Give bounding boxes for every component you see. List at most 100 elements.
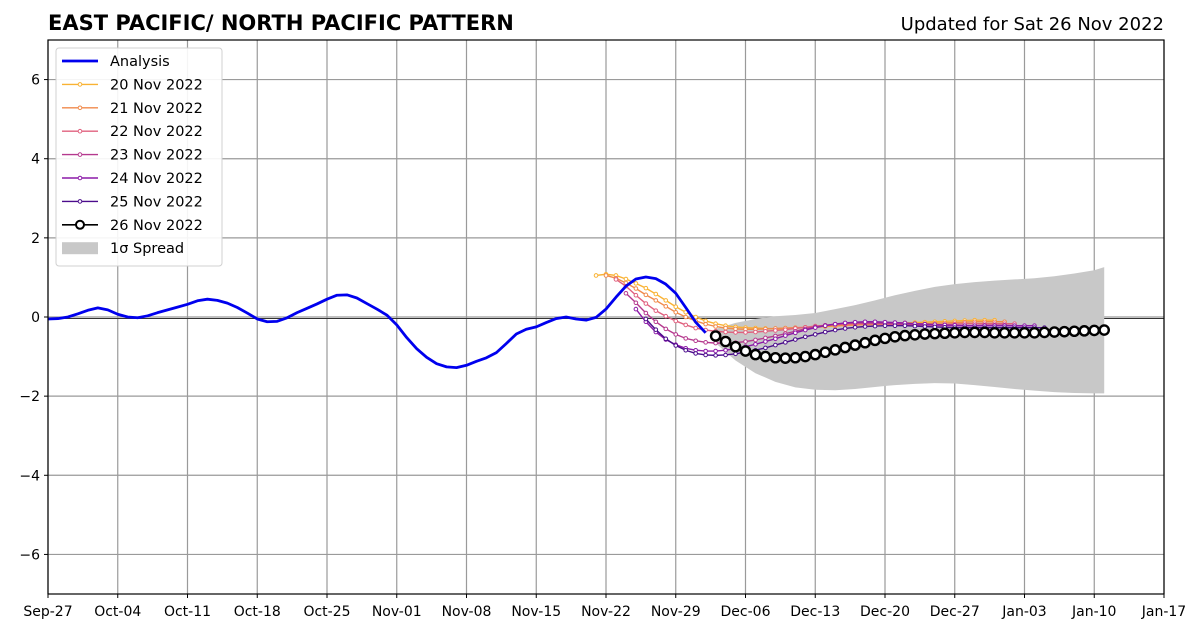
series-point — [812, 325, 818, 330]
series-point — [723, 325, 728, 331]
chart-subtitle: Updated for Sat 26 Nov 2022 — [901, 14, 1164, 35]
y-tick-label: −4 — [19, 468, 40, 484]
x-tick-label: Sep-27 — [23, 604, 72, 620]
x-tick-label: Oct-11 — [164, 604, 211, 620]
series-point — [832, 321, 838, 327]
x-tick-label: Jan-10 — [1071, 604, 1116, 620]
legend-label: 21 Nov 2022 — [110, 101, 203, 117]
y-tick-label: 4 — [31, 152, 40, 168]
series-point — [653, 327, 659, 332]
legend-marker — [75, 219, 85, 230]
series-point — [723, 347, 728, 353]
x-tick-label: Oct-04 — [94, 604, 141, 620]
series-point — [793, 330, 798, 336]
series-point — [783, 327, 788, 332]
series-point — [749, 348, 762, 361]
series-point — [799, 350, 812, 363]
series-point — [653, 298, 659, 303]
series-layer — [47, 271, 1111, 370]
series-point — [978, 326, 991, 339]
legend-label: 26 Nov 2022 — [110, 218, 203, 234]
x-tick-label: Nov-22 — [581, 604, 631, 620]
series-point — [653, 319, 659, 325]
y-tick-label: −2 — [19, 389, 40, 405]
legend-box — [55, 47, 223, 267]
series-point — [623, 276, 629, 282]
x-tick-label: Dec-27 — [930, 604, 980, 620]
series-point — [719, 335, 732, 348]
series-point — [713, 324, 718, 329]
x-tick-label: Oct-18 — [234, 604, 281, 620]
series-point — [1008, 327, 1021, 339]
x-tick-label: Jan-03 — [1001, 604, 1046, 620]
series-point — [919, 328, 931, 340]
series-point — [593, 273, 599, 278]
series-point — [763, 345, 768, 351]
series-point — [879, 332, 891, 345]
x-tick-label: Nov-29 — [651, 604, 701, 620]
legend-label: 24 Nov 2022 — [110, 171, 203, 187]
series-point — [673, 343, 679, 348]
x-tick-label: Dec-20 — [860, 604, 910, 620]
series-point — [763, 339, 768, 344]
series-point — [929, 327, 941, 340]
series-point — [1098, 324, 1111, 336]
series-point — [1028, 327, 1041, 339]
series-point — [773, 342, 778, 348]
series-point — [783, 333, 788, 338]
series-point — [673, 318, 679, 324]
series-point — [769, 351, 782, 364]
series-point — [862, 319, 868, 325]
series-point — [693, 325, 698, 331]
legend-item: Analysis — [62, 54, 170, 70]
x-tick-label: Jan-17 — [1141, 604, 1186, 620]
legend-item: 26 Nov 2022 — [62, 218, 203, 234]
legend-item: 20 Nov 2022 — [62, 77, 203, 93]
series-point — [713, 340, 718, 346]
series-point — [673, 304, 679, 310]
series-point — [703, 348, 708, 354]
legend-marker — [77, 105, 83, 111]
series-point — [633, 286, 639, 291]
series-point — [753, 342, 758, 347]
series-point — [1038, 326, 1051, 339]
analysis-line — [47, 275, 707, 370]
series-point — [693, 351, 698, 356]
series-point — [842, 326, 848, 331]
series-point — [852, 324, 858, 330]
legend-label: 1σ Spread — [110, 241, 184, 257]
legend-label: 20 Nov 2022 — [110, 77, 203, 93]
series-point — [653, 308, 659, 313]
x-tick-label: Nov-08 — [442, 604, 492, 620]
series-point — [723, 352, 728, 358]
series-point — [802, 334, 808, 340]
series-point — [822, 323, 828, 329]
series-point — [703, 340, 708, 345]
series-point — [892, 323, 898, 329]
series-point — [603, 273, 609, 278]
series-point — [862, 324, 868, 329]
series-point — [872, 323, 878, 329]
series-point — [958, 326, 971, 339]
legend-item: 24 Nov 2022 — [62, 171, 203, 187]
series-point — [968, 326, 981, 339]
series-point — [643, 292, 649, 298]
legend-label: 22 Nov 2022 — [110, 124, 203, 140]
legend-marker — [77, 82, 83, 87]
series-point — [809, 348, 822, 361]
forecast-series-7 — [709, 324, 1111, 364]
spread-band — [715, 267, 1105, 394]
legend-label: Analysis — [110, 54, 170, 70]
series-point — [709, 330, 722, 342]
series-point — [663, 313, 669, 319]
series-point — [653, 291, 659, 297]
axes: Sep-27 Oct-04 Oct-11 Oct-18 Oct-25 Nov-01 Nov-… — [19, 39, 1186, 620]
series-point — [633, 292, 639, 298]
series-point — [1058, 325, 1071, 338]
series-point — [819, 346, 832, 359]
y-tick-label: 2 — [31, 231, 40, 247]
legend-swatch — [62, 242, 98, 255]
series-point — [872, 319, 878, 325]
series-point — [852, 319, 858, 325]
